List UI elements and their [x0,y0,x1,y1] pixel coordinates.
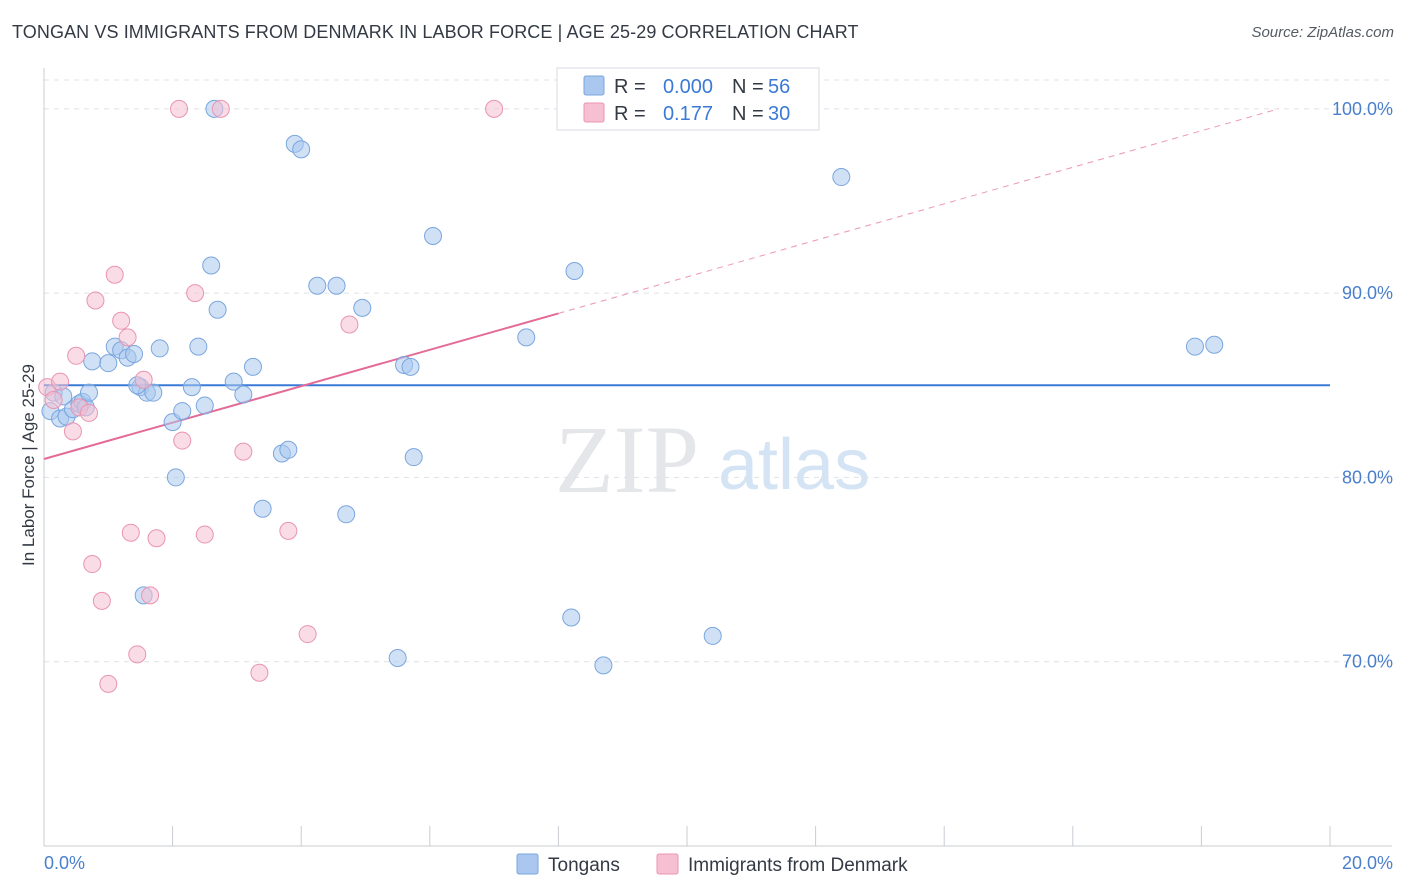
point-tongans-18 [150,339,169,358]
point-denmark-27 [298,625,317,644]
data-points [38,99,1224,693]
watermark-atlas: atlas [718,425,870,505]
point-tongans-33 [279,440,298,459]
stats-legend: R = 0.000 N = 56 R = 0.177 N = 30 [556,67,820,131]
point-tongans-22 [182,378,201,397]
x-tick-label-max: 20.0% [1342,853,1393,873]
point-tongans-47 [565,262,584,281]
stats-n-value-2: 30 [768,103,790,125]
point-tongans-14 [125,344,144,363]
point-tongans-39 [353,298,372,317]
point-tongans-43 [404,448,423,467]
legend-label-tongans: Tongans [548,855,620,876]
point-denmark-25 [250,663,269,682]
stats-r-value-1: 0.000 [663,76,713,98]
point-tongans-23 [189,337,208,356]
point-tongans-30 [243,357,262,376]
point-denmark-5 [67,346,86,365]
y-tick-label-100: 100.0% [1332,99,1393,119]
point-tongans-10 [99,354,118,373]
point-tongans-52 [1205,335,1224,354]
stats-n-label-2: N = [732,103,764,125]
point-tongans-25 [202,256,221,275]
point-denmark-26 [279,521,298,540]
point-denmark-9 [92,591,111,610]
point-denmark-28 [340,315,359,334]
point-tongans-40 [388,649,407,668]
point-tongans-28 [224,372,243,391]
point-denmark-21 [186,284,205,303]
point-denmark-14 [121,523,140,542]
point-tongans-27 [208,300,227,319]
point-denmark-24 [234,442,253,461]
point-tongans-49 [703,626,722,645]
point-tongans-31 [253,499,272,518]
point-tongans-9 [83,352,102,371]
point-denmark-16 [134,370,153,389]
x-tick-label-min: 0.0% [44,853,85,873]
point-denmark-13 [118,328,137,347]
stats-n-value-1: 56 [768,76,790,98]
watermark: ZIP atlas [555,406,870,513]
point-tongans-36 [308,276,327,295]
point-tongans-24 [195,396,214,415]
point-denmark-19 [170,99,189,118]
y-axis-title: In Labor Force | Age 25-29 [19,364,38,566]
point-tongans-35 [292,140,311,159]
point-denmark-17 [141,586,160,605]
point-denmark-8 [86,291,105,310]
trend-line-denmark [43,312,559,460]
stats-swatch-tongans [583,75,605,96]
point-tongans-17 [144,383,163,402]
stats-n-label-1: N = [732,76,764,98]
y-tick-label-80: 80.0% [1342,467,1393,487]
source-label: Source: ZipAtlas.com [1251,24,1394,41]
point-denmark-2 [51,372,70,391]
legend-label-denmark: Immigrants from Denmark [688,855,908,876]
bottom-legend: Tongans Immigrants from Denmark [516,853,908,876]
point-tongans-37 [327,276,346,295]
point-denmark-12 [112,311,131,330]
trend-lines [43,108,1330,460]
point-denmark-23 [211,99,230,118]
trend-line-denmark-extension [558,108,1279,314]
point-denmark-7 [83,555,102,574]
point-tongans-20 [166,468,185,487]
point-denmark-29 [485,99,504,118]
point-tongans-8 [80,383,99,402]
y-tick-label-90: 90.0% [1342,283,1393,303]
point-tongans-50 [832,168,851,187]
point-tongans-45 [517,328,536,347]
point-denmark-10 [99,674,118,693]
point-tongans-51 [1185,337,1204,356]
stats-r-label-2: R = [614,103,646,125]
point-denmark-22 [195,525,214,544]
point-denmark-1 [44,391,63,410]
stats-r-label-1: R = [614,76,646,98]
y-tick-label-70: 70.0% [1342,652,1393,672]
stats-r-value-2: 0.177 [663,103,713,125]
y-tick-labels: 70.0% 80.0% 90.0% 100.0% [1332,99,1393,672]
point-denmark-18 [147,529,166,548]
point-tongans-48 [594,656,613,675]
chart-title: TONGAN VS IMMIGRANTS FROM DENMARK IN LAB… [12,22,859,42]
point-tongans-46 [562,608,581,627]
point-tongans-44 [424,227,443,246]
point-tongans-29 [234,385,253,404]
point-tongans-42 [401,357,420,376]
axes [43,68,1392,847]
stats-swatch-denmark [583,102,605,123]
point-denmark-11 [105,265,124,284]
legend-swatch-tongans [516,853,539,875]
point-tongans-21 [173,402,192,421]
point-denmark-6 [80,403,99,422]
point-denmark-3 [63,422,82,441]
legend-swatch-denmark [656,853,679,875]
point-denmark-15 [128,645,147,664]
point-tongans-38 [337,505,356,524]
watermark-zip: ZIP [555,406,699,513]
point-denmark-20 [173,431,192,450]
